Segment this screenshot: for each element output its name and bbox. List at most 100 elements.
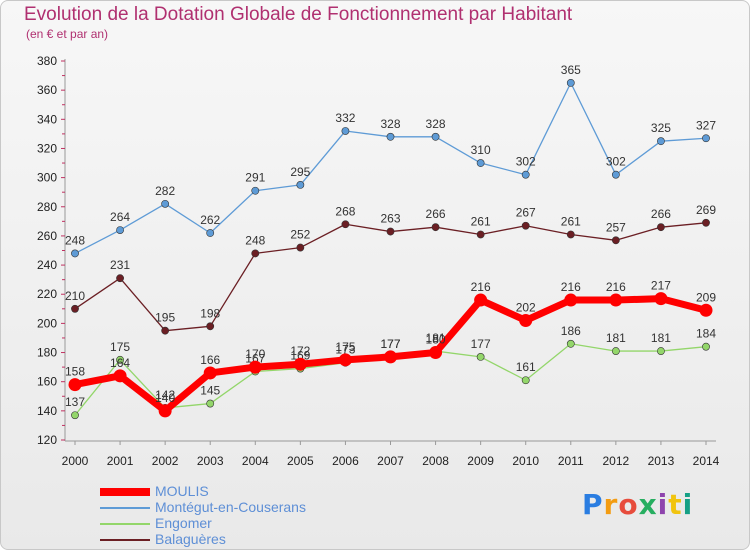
- data-point: [657, 223, 665, 232]
- legend-item: Montégut-en-Couserans: [100, 499, 400, 516]
- legend-label: MOULIS: [155, 483, 209, 499]
- x-tick-label: 2000: [62, 454, 89, 468]
- data-label: 216: [561, 280, 581, 294]
- x-tick-label: 2008: [422, 454, 449, 468]
- data-label: 167: [245, 351, 265, 365]
- legend-label: Balaguères: [155, 531, 226, 547]
- data-label: 269: [696, 203, 716, 217]
- data-label: 252: [290, 228, 310, 242]
- x-tick-label: 2001: [107, 454, 134, 468]
- data-point: [341, 220, 350, 229]
- logo-letter: P: [582, 488, 604, 521]
- data-label: 302: [516, 155, 536, 169]
- data-label: 166: [200, 353, 220, 367]
- data-label: 302: [606, 155, 626, 169]
- data-label: 216: [606, 280, 626, 294]
- data-point: [161, 199, 170, 208]
- data-point: [293, 357, 307, 371]
- data-label: 291: [245, 171, 265, 185]
- data-label: 164: [110, 356, 130, 370]
- data-point: [386, 132, 395, 141]
- data-point: [251, 249, 260, 258]
- data-label: 175: [110, 340, 130, 354]
- y-tick-label: 340: [37, 112, 57, 126]
- data-point: [566, 339, 575, 348]
- data-point: [476, 353, 485, 361]
- data-label: 257: [606, 220, 626, 234]
- data-label: 262: [200, 213, 220, 227]
- data-point: [702, 134, 710, 143]
- data-label: 328: [380, 117, 400, 131]
- data-point: [296, 181, 305, 189]
- y-tick-label: 300: [37, 171, 57, 185]
- data-label: 266: [426, 207, 446, 221]
- data-label: 180: [426, 333, 446, 347]
- y-tick-label: 180: [37, 346, 57, 360]
- data-label: 328: [426, 117, 446, 131]
- data-point: [113, 369, 127, 383]
- data-label: 365: [561, 63, 581, 77]
- data-point: [609, 293, 623, 307]
- y-tick-label: 360: [37, 83, 57, 97]
- x-tick-label: 2006: [332, 454, 359, 468]
- data-label: 186: [561, 324, 581, 338]
- data-point: [699, 303, 713, 317]
- proxiti-logo: Proxiti: [582, 488, 693, 521]
- data-label: 261: [561, 214, 581, 228]
- data-label: 202: [516, 300, 536, 314]
- legend-item: Engomer: [100, 515, 400, 532]
- data-point: [158, 404, 172, 418]
- legend-item: MOULIS: [100, 483, 400, 500]
- data-label: 332: [335, 111, 355, 125]
- data-label: 325: [651, 121, 671, 135]
- data-point: [431, 132, 440, 141]
- data-label: 263: [380, 212, 400, 226]
- y-tick-label: 220: [37, 287, 57, 301]
- y-tick-label: 260: [37, 229, 57, 243]
- data-label: 158: [65, 365, 85, 379]
- data-point: [476, 230, 485, 239]
- data-point: [476, 159, 485, 167]
- data-point: [611, 170, 620, 179]
- logo-letter: i: [682, 488, 694, 521]
- x-tick-label: 2013: [648, 454, 675, 468]
- data-label: 177: [380, 337, 400, 351]
- data-point: [68, 378, 82, 392]
- data-label: 181: [651, 331, 671, 345]
- data-label: 327: [696, 118, 716, 132]
- data-label: 261: [471, 214, 491, 228]
- x-tick-label: 2009: [467, 454, 494, 468]
- data-point: [611, 236, 620, 245]
- x-tick-label: 2003: [197, 454, 224, 468]
- logo-letter: t: [668, 488, 683, 521]
- data-label: 161: [516, 360, 536, 374]
- data-point: [338, 353, 352, 367]
- logo-letter: i: [657, 488, 669, 521]
- data-point: [296, 243, 305, 252]
- data-label: 248: [245, 233, 265, 247]
- legend-item: Balaguères: [100, 531, 400, 548]
- data-point: [474, 293, 488, 307]
- chart-title: Evolution de la Dotation Globale de Fonc…: [24, 4, 573, 25]
- data-label: 282: [155, 184, 175, 198]
- x-tick-label: 2012: [603, 454, 630, 468]
- logo-letter: r: [603, 488, 619, 521]
- data-label: 145: [200, 384, 220, 398]
- legend-label: Engomer: [155, 515, 212, 531]
- y-tick-label: 120: [37, 433, 57, 447]
- data-point: [429, 346, 443, 360]
- data-label: 173: [335, 343, 355, 357]
- data-label: 140: [155, 391, 175, 405]
- data-point: [657, 137, 665, 146]
- data-point: [206, 322, 215, 331]
- data-label: 169: [290, 349, 310, 363]
- data-label: 195: [155, 311, 175, 325]
- y-tick-label: 240: [37, 258, 57, 272]
- data-point: [384, 350, 397, 364]
- y-tick-label: 280: [37, 200, 57, 214]
- data-label: 210: [65, 289, 85, 303]
- x-tick-label: 2002: [152, 454, 179, 468]
- data-label: 142: [155, 388, 175, 402]
